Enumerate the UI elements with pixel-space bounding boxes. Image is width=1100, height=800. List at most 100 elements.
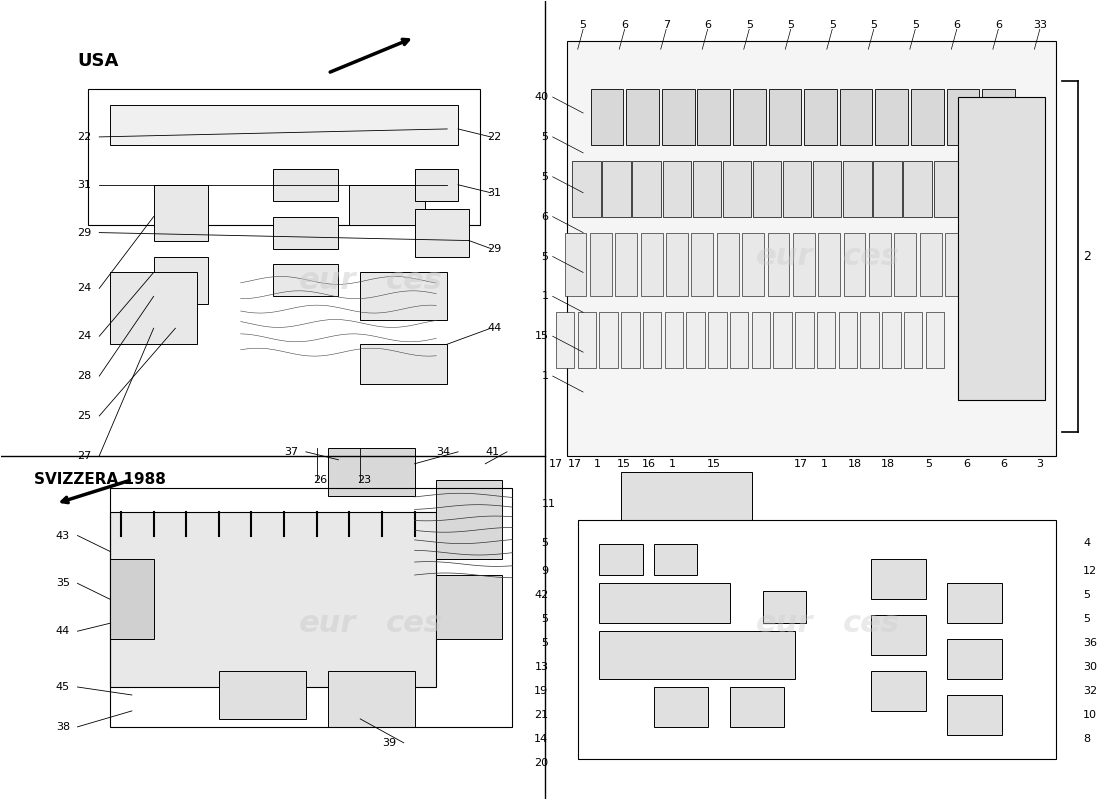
Bar [360, 344, 448, 384]
Bar [838, 312, 857, 368]
Text: 6: 6 [954, 20, 960, 30]
Bar [871, 559, 925, 599]
Text: 36: 36 [1084, 638, 1098, 648]
Bar [273, 169, 339, 201]
Text: 8: 8 [1084, 734, 1090, 744]
Text: 17: 17 [568, 458, 582, 469]
Bar [903, 161, 932, 217]
Bar [667, 233, 688, 296]
Text: 2: 2 [1084, 250, 1091, 263]
Bar [686, 312, 705, 368]
Bar [813, 161, 842, 217]
Text: 18: 18 [848, 458, 862, 469]
Polygon shape [566, 42, 1056, 456]
Text: 15: 15 [535, 331, 548, 342]
Text: 24: 24 [77, 331, 91, 342]
Bar [876, 89, 907, 145]
Bar [110, 512, 437, 687]
Text: 5: 5 [925, 458, 933, 469]
Text: 6: 6 [964, 458, 970, 469]
Text: ces: ces [386, 609, 443, 638]
Text: 18: 18 [880, 458, 894, 469]
Text: 5: 5 [541, 132, 548, 142]
Bar [615, 233, 637, 296]
Text: 5: 5 [870, 20, 877, 30]
Bar [958, 97, 1045, 400]
Bar [626, 89, 659, 145]
Bar [818, 233, 840, 296]
Bar [578, 519, 1056, 758]
Bar [925, 312, 944, 368]
Text: eur: eur [299, 266, 356, 295]
Bar [632, 161, 661, 217]
Text: 17: 17 [793, 458, 807, 469]
Text: 3: 3 [1036, 458, 1043, 469]
Bar [697, 89, 730, 145]
Text: eur: eur [756, 242, 813, 271]
Text: 5: 5 [746, 20, 752, 30]
Text: ces: ces [386, 266, 443, 295]
Bar [692, 233, 713, 296]
Bar [947, 89, 979, 145]
Bar [572, 161, 601, 217]
Text: 5: 5 [541, 538, 548, 549]
Text: ces: ces [843, 609, 900, 638]
Text: 4: 4 [1084, 538, 1090, 549]
Bar [600, 583, 730, 623]
Text: 39: 39 [382, 738, 396, 748]
Text: 13: 13 [535, 662, 548, 672]
Bar [578, 312, 596, 368]
Bar [873, 161, 902, 217]
Bar [762, 591, 806, 623]
Bar [964, 161, 992, 217]
Bar [947, 639, 1002, 679]
Text: 5: 5 [541, 638, 548, 648]
Text: SVIZZERA 1988: SVIZZERA 1988 [34, 472, 166, 487]
Text: 22: 22 [487, 132, 502, 142]
Text: 9: 9 [541, 566, 548, 577]
Bar [795, 312, 814, 368]
Bar [437, 575, 502, 639]
Bar [920, 233, 942, 296]
Bar [793, 233, 815, 296]
Bar [839, 89, 872, 145]
Text: 5: 5 [1084, 590, 1090, 600]
Text: 28: 28 [77, 371, 91, 381]
Text: 44: 44 [56, 626, 70, 636]
Text: 21: 21 [535, 710, 548, 720]
Text: 15: 15 [706, 458, 721, 469]
Bar [904, 312, 923, 368]
Text: 1: 1 [541, 291, 548, 302]
Text: 16: 16 [641, 458, 656, 469]
Text: USA: USA [77, 52, 119, 70]
Text: 6: 6 [704, 20, 712, 30]
Bar [564, 233, 586, 296]
Text: 20: 20 [535, 758, 548, 768]
Text: 5: 5 [912, 20, 918, 30]
Text: 15: 15 [616, 458, 630, 469]
Bar [844, 233, 866, 296]
Text: 31: 31 [487, 188, 502, 198]
Bar [154, 257, 208, 304]
Text: 1: 1 [821, 458, 828, 469]
Bar [751, 312, 770, 368]
Text: 6: 6 [541, 212, 548, 222]
Bar [415, 209, 469, 257]
Bar [869, 233, 891, 296]
Text: 10: 10 [1084, 710, 1098, 720]
Bar [804, 89, 837, 145]
Bar [110, 273, 197, 344]
Bar [653, 687, 708, 727]
Bar [415, 169, 458, 201]
Text: 6: 6 [621, 20, 628, 30]
Text: 25: 25 [77, 411, 91, 421]
Bar [742, 233, 764, 296]
Bar [733, 89, 766, 145]
Text: 26: 26 [314, 474, 328, 485]
Bar [556, 312, 574, 368]
Bar [642, 312, 661, 368]
Bar [817, 312, 835, 368]
Text: 35: 35 [56, 578, 69, 588]
Bar [662, 89, 694, 145]
Bar [730, 687, 784, 727]
